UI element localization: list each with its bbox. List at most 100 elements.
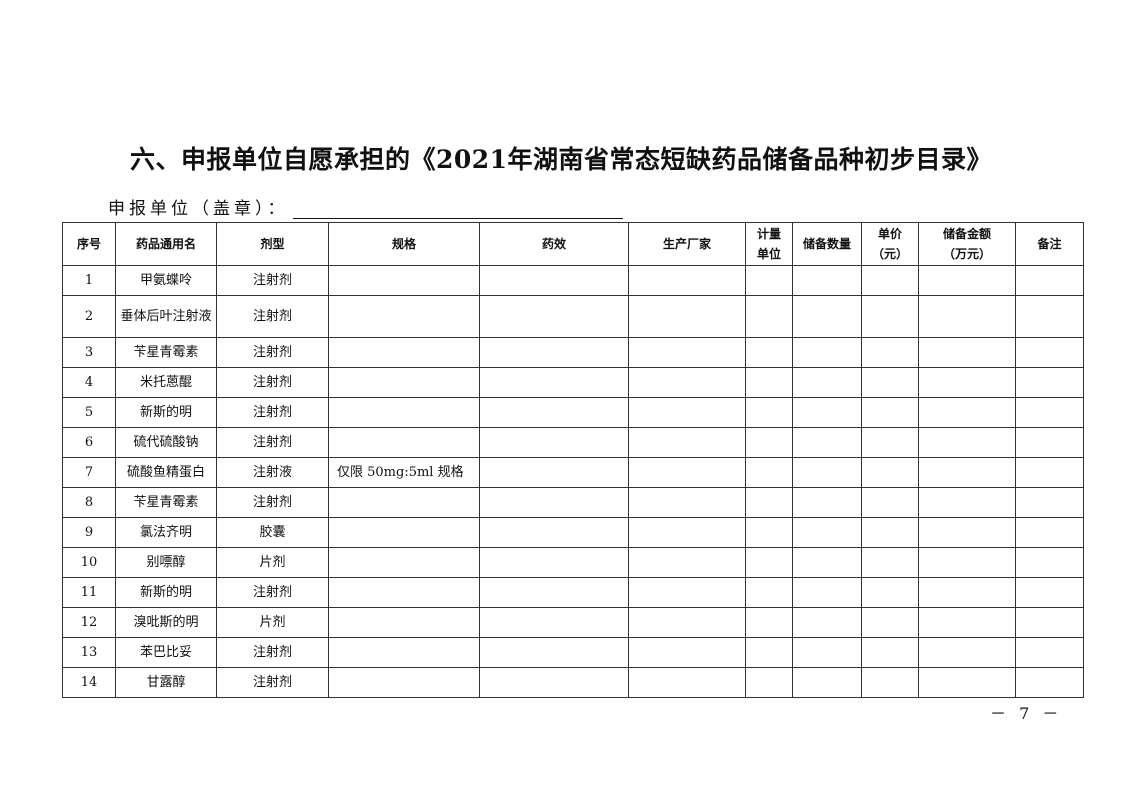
dosage-form-cell: 注射剂	[216, 265, 329, 296]
specification-cell	[328, 295, 480, 338]
empty-cell	[479, 397, 629, 428]
empty-cell	[861, 295, 919, 338]
page-number: － 7 －	[990, 704, 1063, 723]
empty-cell	[918, 295, 1016, 338]
column-header-label: 序号	[76, 237, 101, 251]
column-header: 药效	[479, 222, 629, 266]
dosage-form-cell: 注射剂	[216, 637, 329, 668]
empty-cell	[628, 577, 746, 608]
column-header: 剂型	[216, 222, 329, 266]
row-number-cell: 13	[62, 637, 116, 668]
empty-cell	[918, 667, 1016, 698]
empty-cell	[745, 517, 793, 548]
specification-cell	[328, 487, 480, 518]
dosage-form-cell: 注射剂	[216, 577, 329, 608]
empty-cell	[628, 607, 746, 638]
empty-cell	[628, 547, 746, 578]
column-header-label: 药效	[541, 237, 566, 251]
drug-name-cell: 甲氨蝶呤	[115, 265, 217, 296]
empty-cell	[479, 667, 629, 698]
table-header-row: 序号 药品通用名 剂型 规格 药效 生产厂家 计量单位 储备数量 单价（元） 储备金额（万元） 备注	[62, 222, 1084, 266]
empty-cell	[479, 637, 629, 668]
column-header-label: 单价（元）	[871, 227, 908, 261]
empty-cell	[861, 547, 919, 578]
drug-name-cell: 苄星青霉素	[115, 337, 217, 368]
empty-cell	[1015, 337, 1084, 368]
column-header: 生产厂家	[628, 222, 746, 266]
empty-cell	[1015, 637, 1084, 668]
column-header: 序号	[62, 222, 116, 266]
empty-cell	[745, 607, 793, 638]
empty-cell	[628, 397, 746, 428]
empty-cell	[479, 367, 629, 398]
row-number-cell: 10	[62, 547, 116, 578]
empty-cell	[918, 607, 1016, 638]
specification-cell	[328, 637, 480, 668]
column-header-label: 备注	[1037, 237, 1062, 251]
empty-cell	[628, 637, 746, 668]
empty-cell	[479, 457, 629, 488]
empty-cell	[628, 517, 746, 548]
empty-cell	[628, 667, 746, 698]
applicant-unit-label: 申报单位（盖章）：	[108, 199, 289, 219]
column-header-label: 规格	[391, 237, 416, 251]
empty-cell	[792, 457, 862, 488]
empty-cell	[479, 577, 629, 608]
empty-cell	[918, 517, 1016, 548]
column-header: 规格	[328, 222, 480, 266]
drug-name-cell: 垂体后叶注射液	[115, 295, 217, 338]
empty-cell	[479, 427, 629, 458]
empty-cell	[1015, 607, 1084, 638]
drug-name-cell: 硫代硫酸钠	[115, 427, 217, 458]
empty-cell	[918, 637, 1016, 668]
specification-cell	[328, 607, 480, 638]
dosage-form-cell: 片剂	[216, 607, 329, 638]
empty-cell	[745, 547, 793, 578]
empty-cell	[628, 265, 746, 296]
table-row: 12 溴吡斯的明 片剂	[62, 607, 1084, 638]
empty-cell	[479, 265, 629, 296]
empty-cell	[792, 367, 862, 398]
specification-cell	[328, 577, 480, 608]
table-row: 14 甘露醇 注射剂	[62, 667, 1084, 698]
drug-name-cell: 甘露醇	[115, 667, 217, 698]
specification-cell: 仅限 50mg:5ml 规格	[328, 457, 480, 488]
empty-cell	[745, 457, 793, 488]
row-number-cell: 5	[62, 397, 116, 428]
empty-cell	[1015, 577, 1084, 608]
column-header-label: 储备数量	[802, 237, 851, 251]
specification-cell	[328, 265, 480, 296]
empty-cell	[918, 337, 1016, 368]
drug-name-cell: 苯巴比妥	[115, 637, 217, 668]
empty-cell	[861, 577, 919, 608]
empty-cell	[628, 337, 746, 368]
row-number-cell: 7	[62, 457, 116, 488]
empty-cell	[861, 667, 919, 698]
empty-cell	[792, 487, 862, 518]
empty-cell	[745, 265, 793, 296]
row-number-cell: 6	[62, 427, 116, 458]
empty-cell	[861, 637, 919, 668]
empty-cell	[1015, 547, 1084, 578]
empty-cell	[861, 427, 919, 458]
specification-cell	[328, 397, 480, 428]
empty-cell	[861, 337, 919, 368]
column-header-label: 药品通用名	[135, 237, 196, 251]
empty-cell	[861, 367, 919, 398]
empty-cell	[479, 487, 629, 518]
empty-cell	[1015, 367, 1084, 398]
empty-cell	[918, 547, 1016, 578]
table-row: 10 别嘌醇 片剂	[62, 547, 1084, 578]
empty-cell	[1015, 265, 1084, 296]
drug-name-cell: 新斯的明	[115, 577, 217, 608]
empty-cell	[918, 367, 1016, 398]
specification-cell	[328, 427, 480, 458]
empty-cell	[1015, 427, 1084, 458]
dosage-form-cell: 胶囊	[216, 517, 329, 548]
column-header: 单价（元）	[861, 222, 919, 266]
row-number-cell: 11	[62, 577, 116, 608]
dosage-form-cell: 注射剂	[216, 295, 329, 338]
column-header: 药品通用名	[115, 222, 217, 266]
dosage-form-cell: 注射剂	[216, 487, 329, 518]
empty-cell	[861, 607, 919, 638]
